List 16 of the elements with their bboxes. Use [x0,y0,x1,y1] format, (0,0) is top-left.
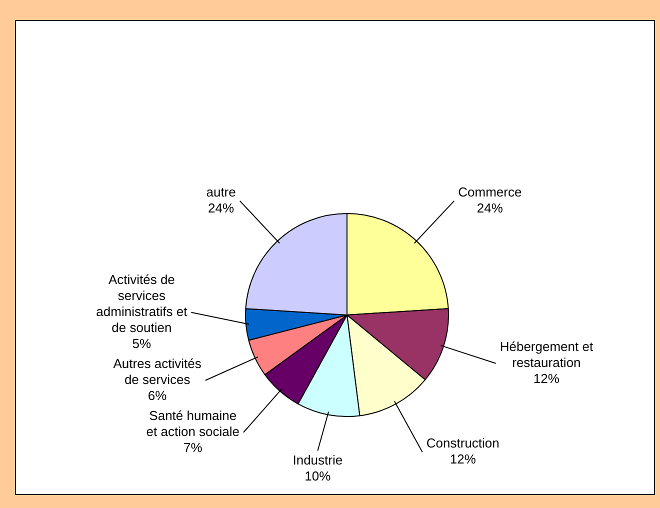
data-label: 10% [304,468,332,484]
data-label: 5% [132,336,152,351]
slice-label: Hébergement et restauration [500,338,594,370]
slice-label: Activités de services administratifs et de soutien [96,272,188,335]
slice-label: Commerce [458,184,522,200]
data-label: 7% [183,440,203,455]
data-label: 24% [208,200,234,216]
data-label: 12% [533,370,560,386]
data-label: 24% [476,200,504,216]
slice-label: autre [206,184,236,200]
data-label: 6% [148,388,168,403]
slice-label: Construction [426,436,500,451]
slice-label: Industrie [292,452,343,468]
slice-label: Santé humaine et action sociale [146,408,240,439]
data-label: 12% [450,452,476,467]
slice-label: Autres activités de services [113,356,202,387]
